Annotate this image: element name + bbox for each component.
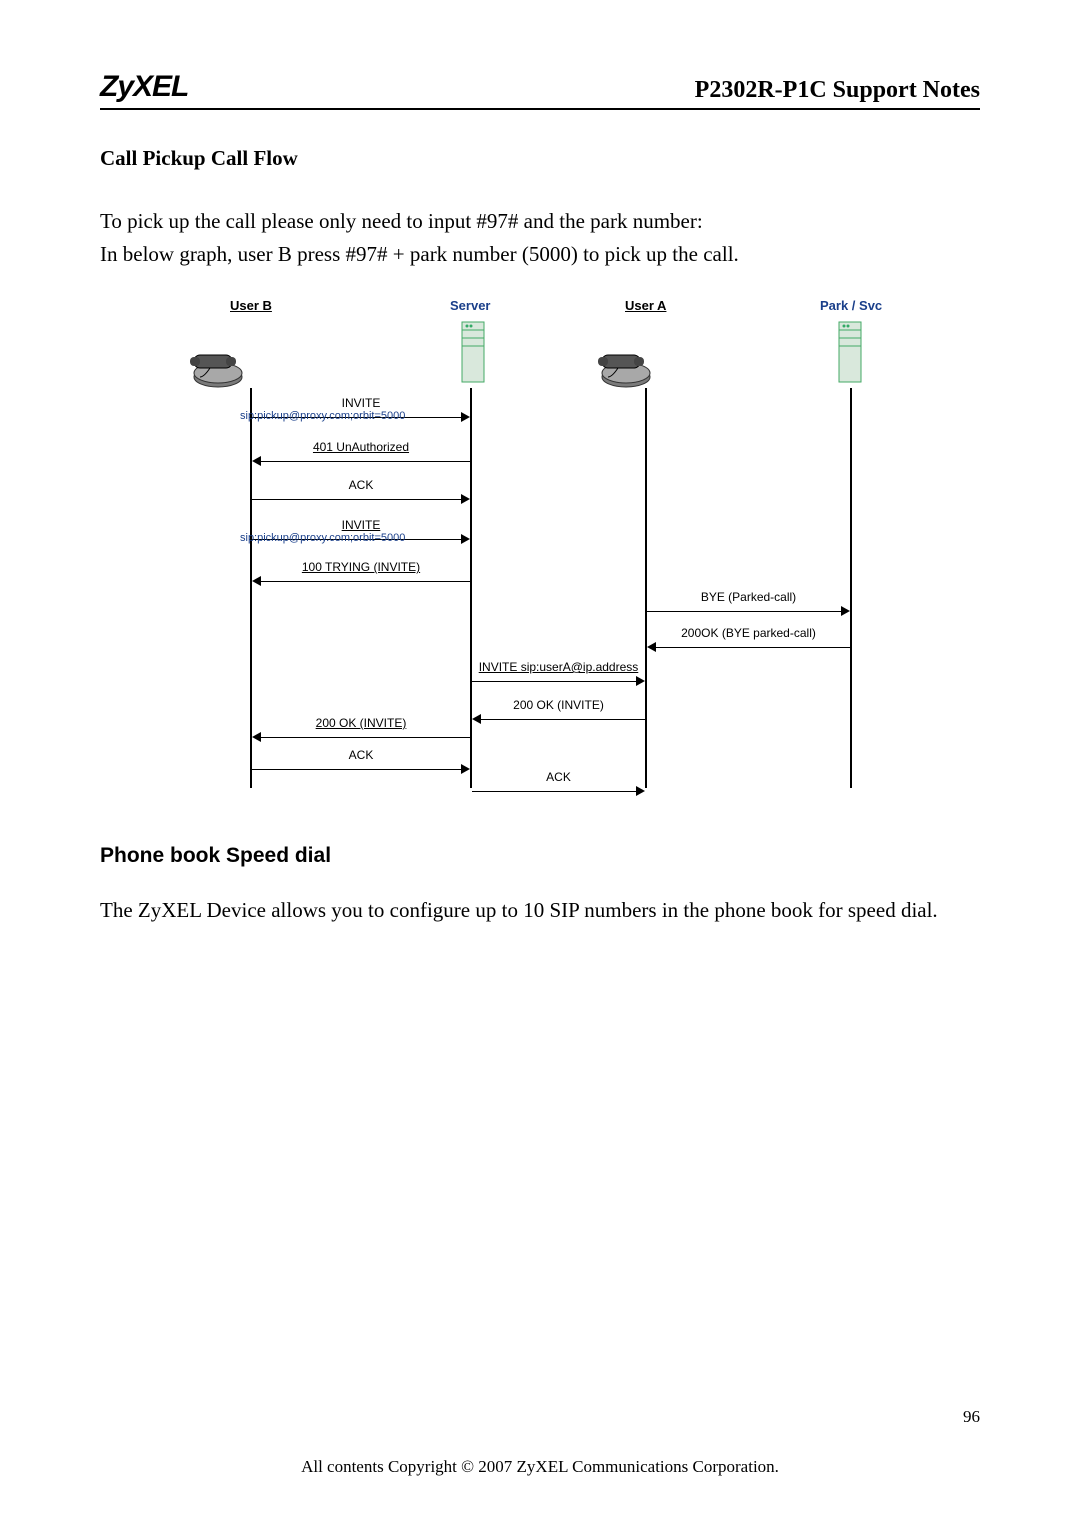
document-title: P2302R-P1C Support Notes — [695, 77, 980, 104]
msg-label: 200OK (BYE parked-call) — [647, 626, 850, 640]
server-icon — [458, 316, 488, 391]
msg-label: 200 OK (INVITE) — [472, 698, 645, 712]
section-title-phone-book: Phone book Speed dial — [100, 844, 980, 868]
msg-label: BYE (Parked-call) — [647, 590, 850, 604]
lifeline-user-a — [645, 388, 647, 788]
msg-200ok-invite-bs: 200 OK (INVITE) — [252, 716, 470, 738]
msg-label: 401 UnAuthorized — [252, 440, 470, 454]
msg-label: 200 OK (INVITE) — [252, 716, 470, 730]
phone-icon — [588, 343, 660, 392]
msg-200ok-invite-sa: 200 OK (INVITE) — [472, 698, 645, 720]
msg-label: ACK — [252, 748, 470, 762]
msg-label: 100 TRYING (INVITE) — [252, 560, 470, 574]
lifeline-park-svc — [850, 388, 852, 788]
msg-label: ACK — [472, 770, 645, 784]
para-1: To pick up the call please only need to … — [100, 209, 703, 233]
msg-bye-parked: BYE (Parked-call) — [647, 590, 850, 612]
msg-200ok-bye: 200OK (BYE parked-call) — [647, 626, 850, 648]
msg-label: INVITE — [252, 396, 470, 410]
lifeline-server — [470, 388, 472, 788]
msg-401: 401 UnAuthorized — [252, 440, 470, 462]
msg-sublabel: sip:pickup@proxy.com;orbit=5000 — [240, 410, 405, 422]
page-number: 96 — [963, 1407, 980, 1427]
col-header-user-a: User A — [625, 298, 666, 313]
call-flow-diagram: User B Server User A Park / Svc — [100, 298, 980, 798]
body-paragraph: To pick up the call please only need to … — [100, 205, 980, 270]
msg-ack-sa: ACK — [472, 770, 645, 792]
msg-label: INVITE sip:userA@ip.address — [472, 660, 645, 674]
footer-copyright: All contents Copyright © 2007 ZyXEL Comm… — [0, 1457, 1080, 1477]
server-icon — [835, 316, 865, 391]
msg-sublabel: sip:pickup@proxy.com;orbit=5000 — [240, 532, 405, 544]
logo: ZyXEL — [100, 70, 188, 104]
para-2: In below graph, user B press #97# + park… — [100, 242, 739, 266]
col-header-server: Server — [450, 298, 490, 313]
col-header-park-svc: Park / Svc — [820, 298, 882, 313]
msg-ack-bs: ACK — [252, 748, 470, 770]
section-title-call-pickup: Call Pickup Call Flow — [100, 146, 980, 171]
msg-label: INVITE — [252, 518, 470, 532]
col-header-user-b: User B — [230, 298, 272, 313]
msg-label: ACK — [252, 478, 470, 492]
page-header: ZyXEL P2302R-P1C Support Notes — [100, 70, 980, 110]
msg-invite-usera: INVITE sip:userA@ip.address — [472, 660, 645, 682]
phone-icon — [180, 343, 252, 392]
body-paragraph: The ZyXEL Device allows you to configure… — [100, 894, 980, 927]
msg-100-trying: 100 TRYING (INVITE) — [252, 560, 470, 582]
msg-ack-1: ACK — [252, 478, 470, 500]
